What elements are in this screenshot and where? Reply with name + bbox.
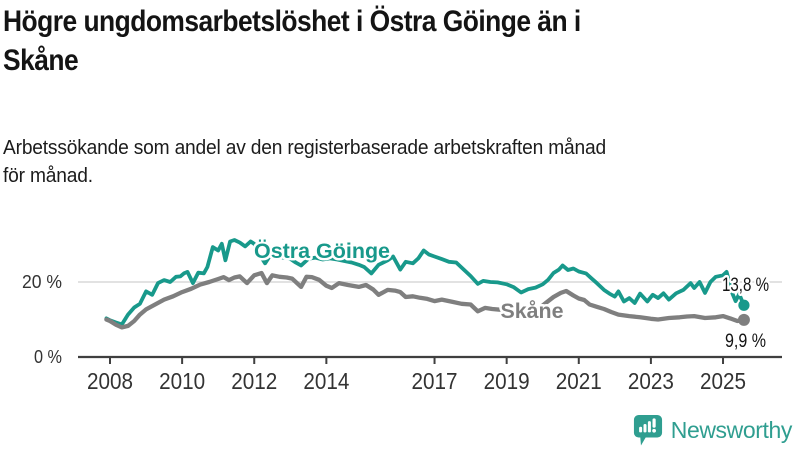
end-value-label-skane: 9,9 % [725,331,766,352]
y-tick-label-20: 20 % [22,272,62,292]
axis-labels: 2008 2010 2012 2014 2017 2019 2021 2023 2025 0 % 2… [22,272,746,394]
page-subtitle: Arbetssökande som andel av den registerb… [3,134,606,190]
y-tick-label-0: 0 % [34,347,62,367]
x-tick-label-2010: 2010 [159,368,205,394]
x-tick-label-2012: 2012 [231,368,277,394]
x-tick-label-2023: 2023 [628,368,674,394]
series-label-ostra-goinge: Östra Göinge [254,240,390,263]
newsworthy-brand: Newsworthy [633,414,792,447]
newsworthy-logo-icon [633,415,662,446]
line-chart: 2008 2010 2012 2014 2017 2019 2021 2023 2025 0 % 2… [0,210,800,402]
x-tick-label-2021: 2021 [556,368,602,394]
x-tick-label-2025: 2025 [700,368,746,394]
x-axis [78,355,782,364]
logo-bars [638,418,656,433]
series-label-skane: Skåne [501,300,564,323]
page-title-line-1: Högre ungdomsarbetslöshet i Östra Göinge… [3,5,581,38]
series-lines [104,238,750,330]
newsworthy-wordmark: Newsworthy [670,417,793,443]
series-line-ostra-goinge [104,238,746,327]
chart-canvas: 2008 2010 2012 2014 2017 2019 2021 2023 2025 0 % 2… [22,238,782,394]
x-tick-label-2008: 2008 [87,368,133,394]
x-tick-label-2019: 2019 [484,368,530,394]
series-line-skane [104,270,747,330]
series-end-dot-ostra-goinge [738,299,750,311]
page-title: Högre ungdomsarbetslöshet i Östra Göinge… [3,2,581,80]
end-value-label-ostra-goinge: 13,8 % [722,275,769,296]
x-tick-label-2014: 2014 [303,368,349,394]
series-end-dot-skane [737,313,750,326]
page-title-line-2: Skåne [3,44,79,77]
x-tick-label-2017: 2017 [412,368,458,394]
page-subtitle-line-1: Arbetssökande som andel av den registerb… [3,137,606,159]
page-subtitle-line-2: för månad. [3,165,93,187]
